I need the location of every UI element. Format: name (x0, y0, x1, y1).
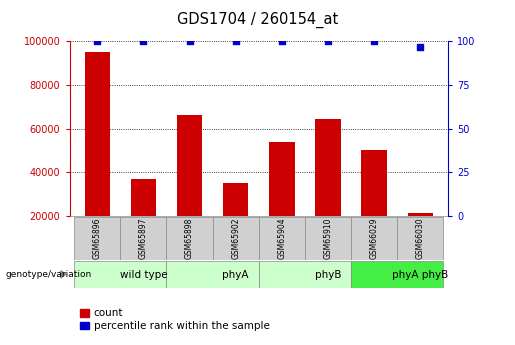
Bar (121, 217, 166, 260)
Bar (80, 322, 89, 329)
Text: GSM65910: GSM65910 (323, 217, 333, 259)
Point (278, 39, 286, 44)
Text: phyA: phyA (222, 270, 249, 279)
Bar (223, 183, 248, 259)
Bar (269, 141, 295, 259)
Text: count: count (94, 308, 123, 318)
Bar (351, 217, 397, 260)
Point (139, 39, 147, 44)
Bar (177, 116, 202, 259)
Text: GSM65897: GSM65897 (139, 217, 148, 259)
Bar (213, 217, 259, 260)
Text: phyB: phyB (315, 270, 341, 279)
Text: GSM66030: GSM66030 (416, 217, 425, 259)
Point (93, 39, 101, 44)
Point (324, 39, 332, 44)
Bar (259, 217, 305, 260)
Text: GSM66029: GSM66029 (370, 217, 379, 259)
Point (232, 39, 240, 44)
Bar (305, 217, 351, 260)
Polygon shape (61, 271, 66, 278)
Bar (74, 217, 121, 260)
Text: phyA phyB: phyA phyB (392, 270, 449, 279)
Point (185, 39, 194, 44)
Bar (397, 217, 443, 260)
Text: GDS1704 / 260154_at: GDS1704 / 260154_at (177, 12, 338, 28)
Text: percentile rank within the sample: percentile rank within the sample (94, 321, 270, 331)
Point (416, 44, 424, 49)
Bar (131, 179, 156, 259)
Text: GSM65896: GSM65896 (93, 217, 102, 259)
Text: GSM65902: GSM65902 (231, 217, 240, 259)
Bar (408, 214, 433, 259)
Bar (166, 261, 259, 288)
Text: wild type: wild type (119, 270, 167, 279)
Text: GSM65904: GSM65904 (278, 217, 286, 259)
Bar (351, 261, 443, 288)
Bar (259, 261, 351, 288)
Bar (80, 309, 89, 317)
Point (370, 39, 379, 44)
Bar (166, 217, 213, 260)
Bar (84, 52, 110, 259)
Bar (315, 119, 341, 259)
Text: genotype/variation: genotype/variation (5, 270, 91, 279)
Text: GSM65898: GSM65898 (185, 217, 194, 259)
Bar (362, 150, 387, 259)
Bar (74, 261, 166, 288)
